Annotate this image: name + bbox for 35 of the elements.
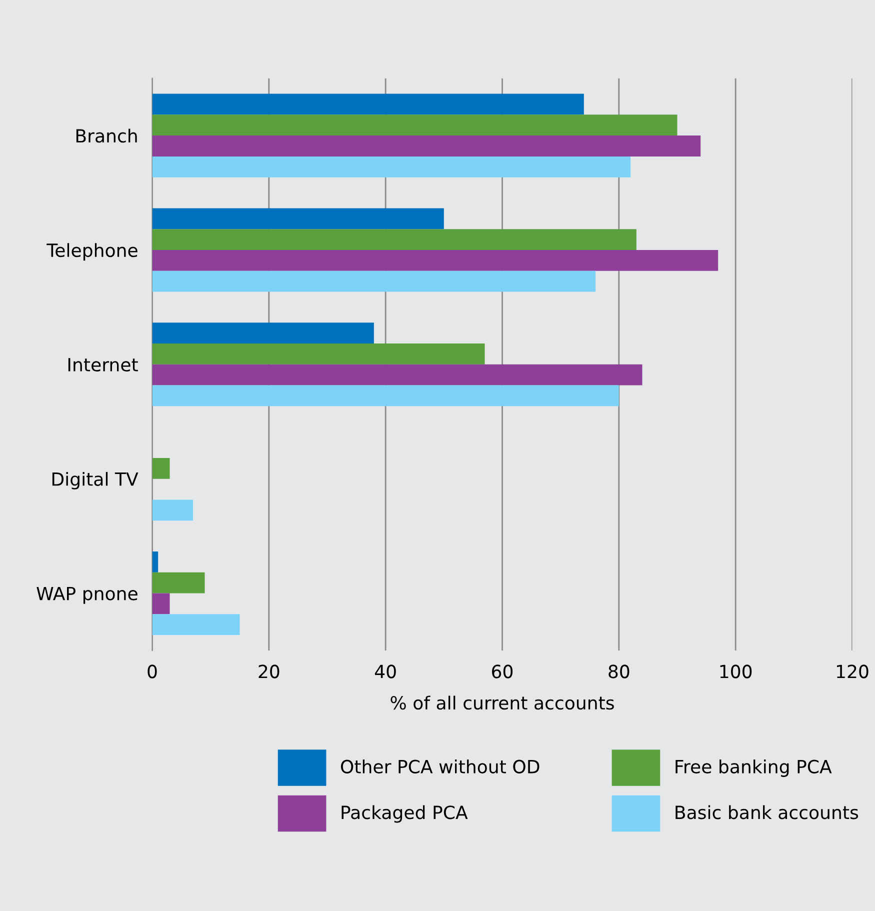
y-tick-label: Branch bbox=[76, 128, 137, 143]
bar bbox=[152, 458, 170, 479]
x-tick-label: 100 bbox=[720, 664, 752, 678]
bar bbox=[152, 500, 194, 521]
x-tick-label: 80 bbox=[608, 664, 630, 678]
bar bbox=[152, 136, 701, 156]
bar bbox=[152, 114, 678, 136]
y-tick-label: WAP pnone bbox=[36, 586, 138, 604]
x-tick-label: 40 bbox=[374, 664, 396, 678]
legend-label: Free banking PCA bbox=[676, 759, 832, 777]
y-tick-label: Internet bbox=[68, 358, 138, 372]
legend-label: Other PCA without OD bbox=[340, 759, 540, 774]
bar bbox=[152, 385, 619, 406]
x-tick-label: 120 bbox=[837, 664, 868, 678]
bar bbox=[152, 208, 444, 230]
bar bbox=[152, 593, 170, 614]
bar bbox=[152, 614, 240, 636]
y-tick-label: Digital TV bbox=[52, 472, 138, 490]
bar bbox=[152, 229, 636, 250]
x-tick-label: 20 bbox=[258, 664, 280, 678]
bar bbox=[152, 344, 485, 364]
bar bbox=[152, 551, 158, 572]
bar bbox=[152, 322, 374, 344]
legend-label: Packaged PCA bbox=[342, 805, 468, 823]
x-tick-label: 0 bbox=[148, 664, 157, 678]
x-tick-label: 60 bbox=[492, 664, 513, 678]
bar bbox=[152, 94, 584, 115]
bar bbox=[152, 270, 596, 292]
bar bbox=[152, 156, 631, 178]
x-axis-title: % of all current accounts bbox=[390, 696, 614, 710]
y-tick-label: Telephone bbox=[46, 243, 138, 261]
bar bbox=[152, 572, 205, 594]
bar bbox=[152, 250, 718, 271]
legend-label: Basic bank accounts bbox=[676, 805, 858, 820]
bar bbox=[152, 364, 642, 386]
